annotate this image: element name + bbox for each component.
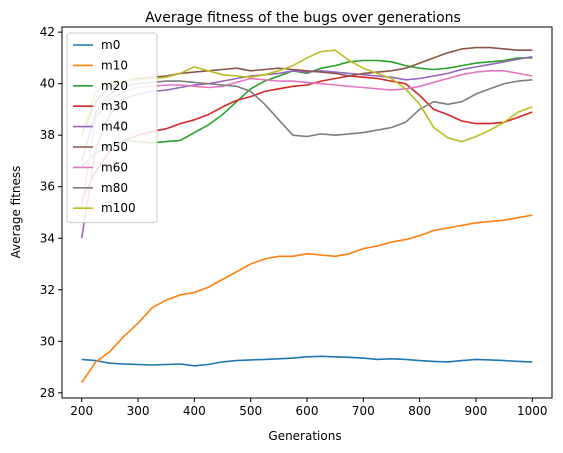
legend-label: m30 (101, 99, 128, 113)
y-tick-label: 30 (40, 334, 55, 348)
legend-label: m100 (101, 201, 136, 215)
x-tick-label: 900 (465, 404, 488, 418)
y-tick-label: 40 (40, 77, 55, 91)
legend-label: m0 (101, 38, 120, 52)
x-tick-label: 300 (127, 404, 150, 418)
legend-label: m10 (101, 58, 128, 72)
legend-box (66, 32, 158, 224)
x-tick-label: 700 (352, 404, 375, 418)
x-tick-label: 500 (239, 404, 262, 418)
legend-label: m20 (101, 79, 128, 93)
x-axis: 200 300 400 500 600 700 800 900 1000 (70, 398, 548, 418)
y-tick-label: 28 (40, 386, 55, 400)
y-tick-label: 36 (40, 180, 55, 194)
y-tick-label: 32 (40, 283, 55, 297)
x-axis-title: Generations (268, 429, 341, 443)
x-tick-label: 200 (70, 404, 93, 418)
legend-label: m50 (101, 140, 128, 154)
x-tick-label: 800 (408, 404, 431, 418)
legend-label: m80 (101, 181, 128, 195)
x-tick-label: 600 (296, 404, 319, 418)
legend-label: m60 (101, 160, 128, 174)
x-tick-label: 400 (183, 404, 206, 418)
x-tick-label: 1000 (517, 404, 548, 418)
y-tick-label: 42 (40, 25, 55, 39)
y-tick-label: 38 (40, 128, 55, 142)
y-axis-title: Average fitness (9, 166, 23, 259)
y-tick-label: 34 (40, 231, 55, 245)
legend-label: m40 (101, 120, 128, 134)
chart-title: Average fitness of the bugs over generat… (145, 10, 461, 26)
series-line-m0 (81, 355, 533, 367)
series-line-m10 (81, 214, 533, 383)
y-axis: 28 30 32 34 36 38 40 42 (40, 25, 62, 400)
legend: m0 m10 m20 m30 m40 m50 m60 m80 m100 (66, 32, 158, 224)
